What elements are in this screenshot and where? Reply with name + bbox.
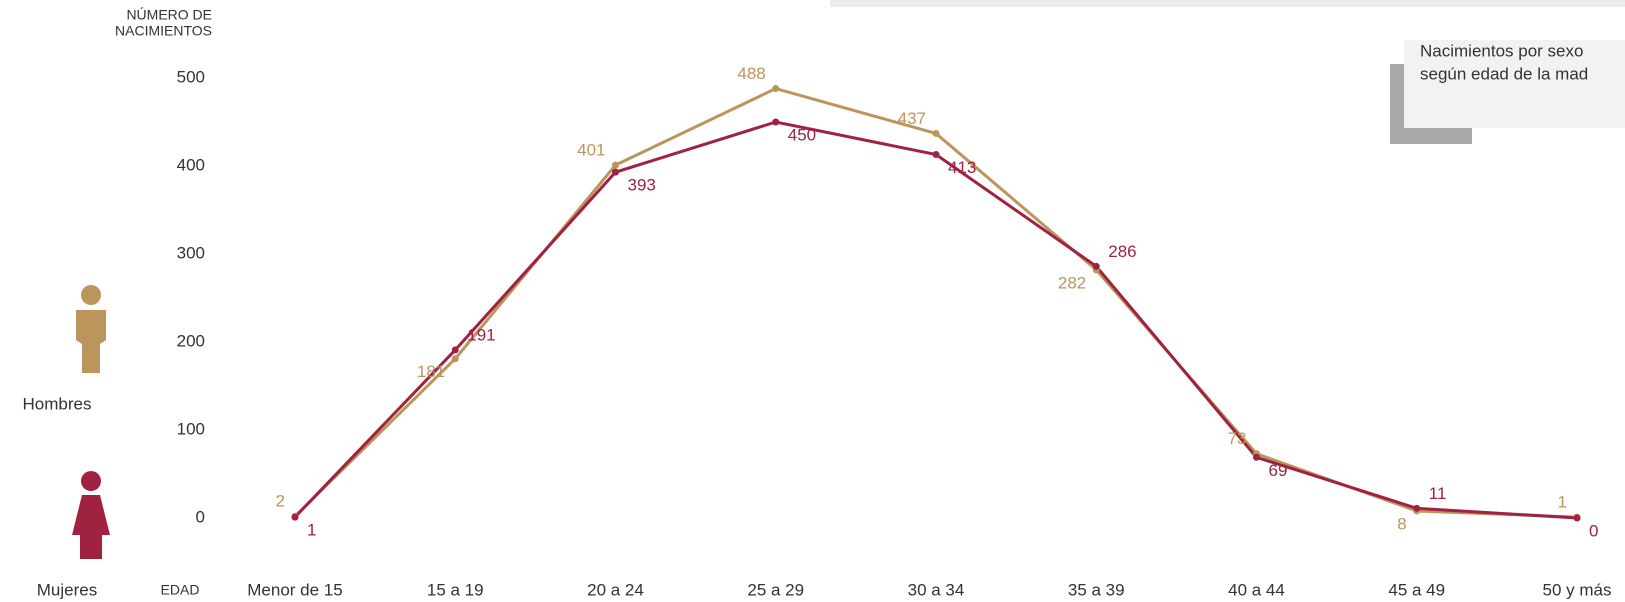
y-tick-label: 300	[177, 243, 205, 262]
data-label: 1	[1558, 493, 1567, 512]
legend: Hombres Mujeres	[23, 285, 110, 599]
data-label: 401	[577, 141, 605, 160]
annotation-text: Nacimientos por sexo	[1420, 41, 1583, 60]
x-axis-title: EDAD	[161, 582, 200, 598]
legend-label: Hombres	[23, 394, 92, 413]
annotation-text: según edad de la mad	[1420, 64, 1588, 83]
male-icon	[76, 285, 106, 373]
data-point	[1092, 262, 1100, 270]
data-point	[612, 168, 619, 176]
data-point	[772, 85, 780, 93]
legend-label: Mujeres	[37, 580, 97, 599]
data-point	[1413, 504, 1421, 512]
data-point	[291, 513, 299, 521]
data-label: 1	[307, 521, 316, 540]
data-point	[451, 346, 459, 354]
x-tick-label: 20 a 24	[587, 580, 644, 599]
data-label: 0	[1589, 521, 1598, 540]
top-band	[830, 0, 1625, 7]
data-label: 393	[628, 176, 656, 195]
data-point	[451, 355, 459, 363]
data-point	[1253, 453, 1260, 461]
data-point	[1573, 514, 1581, 522]
data-label: 181	[417, 362, 445, 381]
x-tick-label: 15 a 19	[427, 580, 484, 599]
x-tick-label: Menor de 15	[247, 580, 342, 599]
y-tick-label: 0	[196, 507, 205, 526]
x-tick-label: 40 a 44	[1228, 580, 1285, 599]
data-label: 191	[467, 325, 495, 344]
data-label: 73	[1228, 429, 1247, 448]
x-tick-label: 45 a 49	[1388, 580, 1445, 599]
data-point	[932, 129, 940, 137]
box	[1404, 40, 1625, 128]
data-label: 2	[276, 492, 285, 511]
data-label: 488	[737, 64, 765, 83]
data-label: 437	[898, 109, 926, 128]
annotation-box: Nacimientos por sexo según edad de la ma…	[1390, 40, 1625, 144]
y-tick-label: 200	[177, 331, 205, 350]
y-axis-title: NÚMERO DE	[126, 7, 212, 23]
x-tick-label: 25 a 29	[747, 580, 804, 599]
data-label: 11	[1429, 484, 1447, 503]
y-tick-label: 100	[177, 419, 205, 438]
data-point	[612, 161, 619, 169]
data-label: 286	[1108, 242, 1136, 261]
x-tick-label: 30 a 34	[908, 580, 965, 599]
data-point	[772, 118, 780, 126]
y-axis-title: NACIMIENTOS	[115, 23, 212, 39]
data-label: 450	[788, 125, 816, 144]
x-tick-label: 35 a 39	[1068, 580, 1125, 599]
female-icon	[72, 471, 110, 559]
data-label: 282	[1058, 273, 1086, 292]
data-label: 8	[1397, 514, 1406, 533]
y-tick-label: 500	[177, 67, 205, 86]
x-tick-label: 50 y más	[1543, 580, 1612, 599]
data-label: 413	[948, 158, 976, 177]
data-point	[932, 151, 940, 159]
data-label: 69	[1269, 461, 1288, 480]
y-tick-label: 400	[177, 155, 205, 174]
